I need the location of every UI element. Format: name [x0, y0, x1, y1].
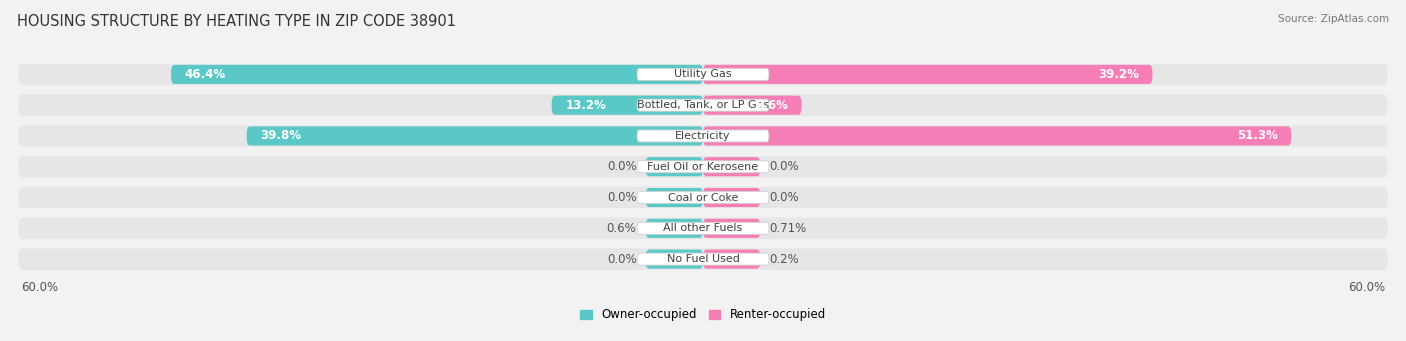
FancyBboxPatch shape	[18, 187, 1388, 208]
Text: Source: ZipAtlas.com: Source: ZipAtlas.com	[1278, 14, 1389, 24]
Text: 60.0%: 60.0%	[21, 281, 58, 294]
FancyBboxPatch shape	[645, 188, 703, 207]
Text: 60.0%: 60.0%	[1348, 281, 1385, 294]
Text: 0.0%: 0.0%	[769, 160, 799, 173]
FancyBboxPatch shape	[703, 95, 801, 115]
FancyBboxPatch shape	[637, 253, 769, 265]
FancyBboxPatch shape	[703, 188, 761, 207]
FancyBboxPatch shape	[637, 69, 769, 80]
Text: 39.8%: 39.8%	[260, 130, 301, 143]
FancyBboxPatch shape	[18, 248, 1388, 270]
FancyBboxPatch shape	[18, 64, 1388, 85]
FancyBboxPatch shape	[18, 156, 1388, 178]
Text: All other Fuels: All other Fuels	[664, 223, 742, 233]
Text: 13.2%: 13.2%	[565, 99, 606, 112]
FancyBboxPatch shape	[551, 95, 703, 115]
Text: No Fuel Used: No Fuel Used	[666, 254, 740, 264]
Text: Bottled, Tank, or LP Gas: Bottled, Tank, or LP Gas	[637, 100, 769, 110]
FancyBboxPatch shape	[246, 127, 703, 146]
Text: 0.6%: 0.6%	[607, 222, 637, 235]
Text: 51.3%: 51.3%	[1237, 130, 1278, 143]
FancyBboxPatch shape	[703, 65, 1153, 84]
Legend: Owner-occupied, Renter-occupied: Owner-occupied, Renter-occupied	[579, 308, 827, 322]
Text: 0.2%: 0.2%	[769, 253, 799, 266]
FancyBboxPatch shape	[703, 250, 761, 269]
Text: 0.0%: 0.0%	[607, 160, 637, 173]
FancyBboxPatch shape	[703, 157, 761, 176]
FancyBboxPatch shape	[645, 219, 703, 238]
FancyBboxPatch shape	[637, 99, 769, 111]
Text: 39.2%: 39.2%	[1098, 68, 1139, 81]
Text: Utility Gas: Utility Gas	[675, 69, 731, 79]
Text: 0.0%: 0.0%	[769, 191, 799, 204]
Text: HOUSING STRUCTURE BY HEATING TYPE IN ZIP CODE 38901: HOUSING STRUCTURE BY HEATING TYPE IN ZIP…	[17, 14, 456, 29]
FancyBboxPatch shape	[703, 219, 761, 238]
FancyBboxPatch shape	[18, 94, 1388, 116]
FancyBboxPatch shape	[703, 127, 1291, 146]
Text: 0.71%: 0.71%	[769, 222, 807, 235]
Text: Electricity: Electricity	[675, 131, 731, 141]
FancyBboxPatch shape	[172, 65, 703, 84]
FancyBboxPatch shape	[637, 222, 769, 234]
Text: Coal or Coke: Coal or Coke	[668, 193, 738, 203]
Text: 0.0%: 0.0%	[607, 191, 637, 204]
FancyBboxPatch shape	[645, 250, 703, 269]
FancyBboxPatch shape	[637, 161, 769, 173]
FancyBboxPatch shape	[637, 130, 769, 142]
FancyBboxPatch shape	[637, 192, 769, 204]
Text: Fuel Oil or Kerosene: Fuel Oil or Kerosene	[647, 162, 759, 172]
Text: 46.4%: 46.4%	[184, 68, 226, 81]
Text: 8.6%: 8.6%	[755, 99, 787, 112]
FancyBboxPatch shape	[645, 157, 703, 176]
FancyBboxPatch shape	[18, 218, 1388, 239]
Text: 0.0%: 0.0%	[607, 253, 637, 266]
FancyBboxPatch shape	[18, 125, 1388, 147]
